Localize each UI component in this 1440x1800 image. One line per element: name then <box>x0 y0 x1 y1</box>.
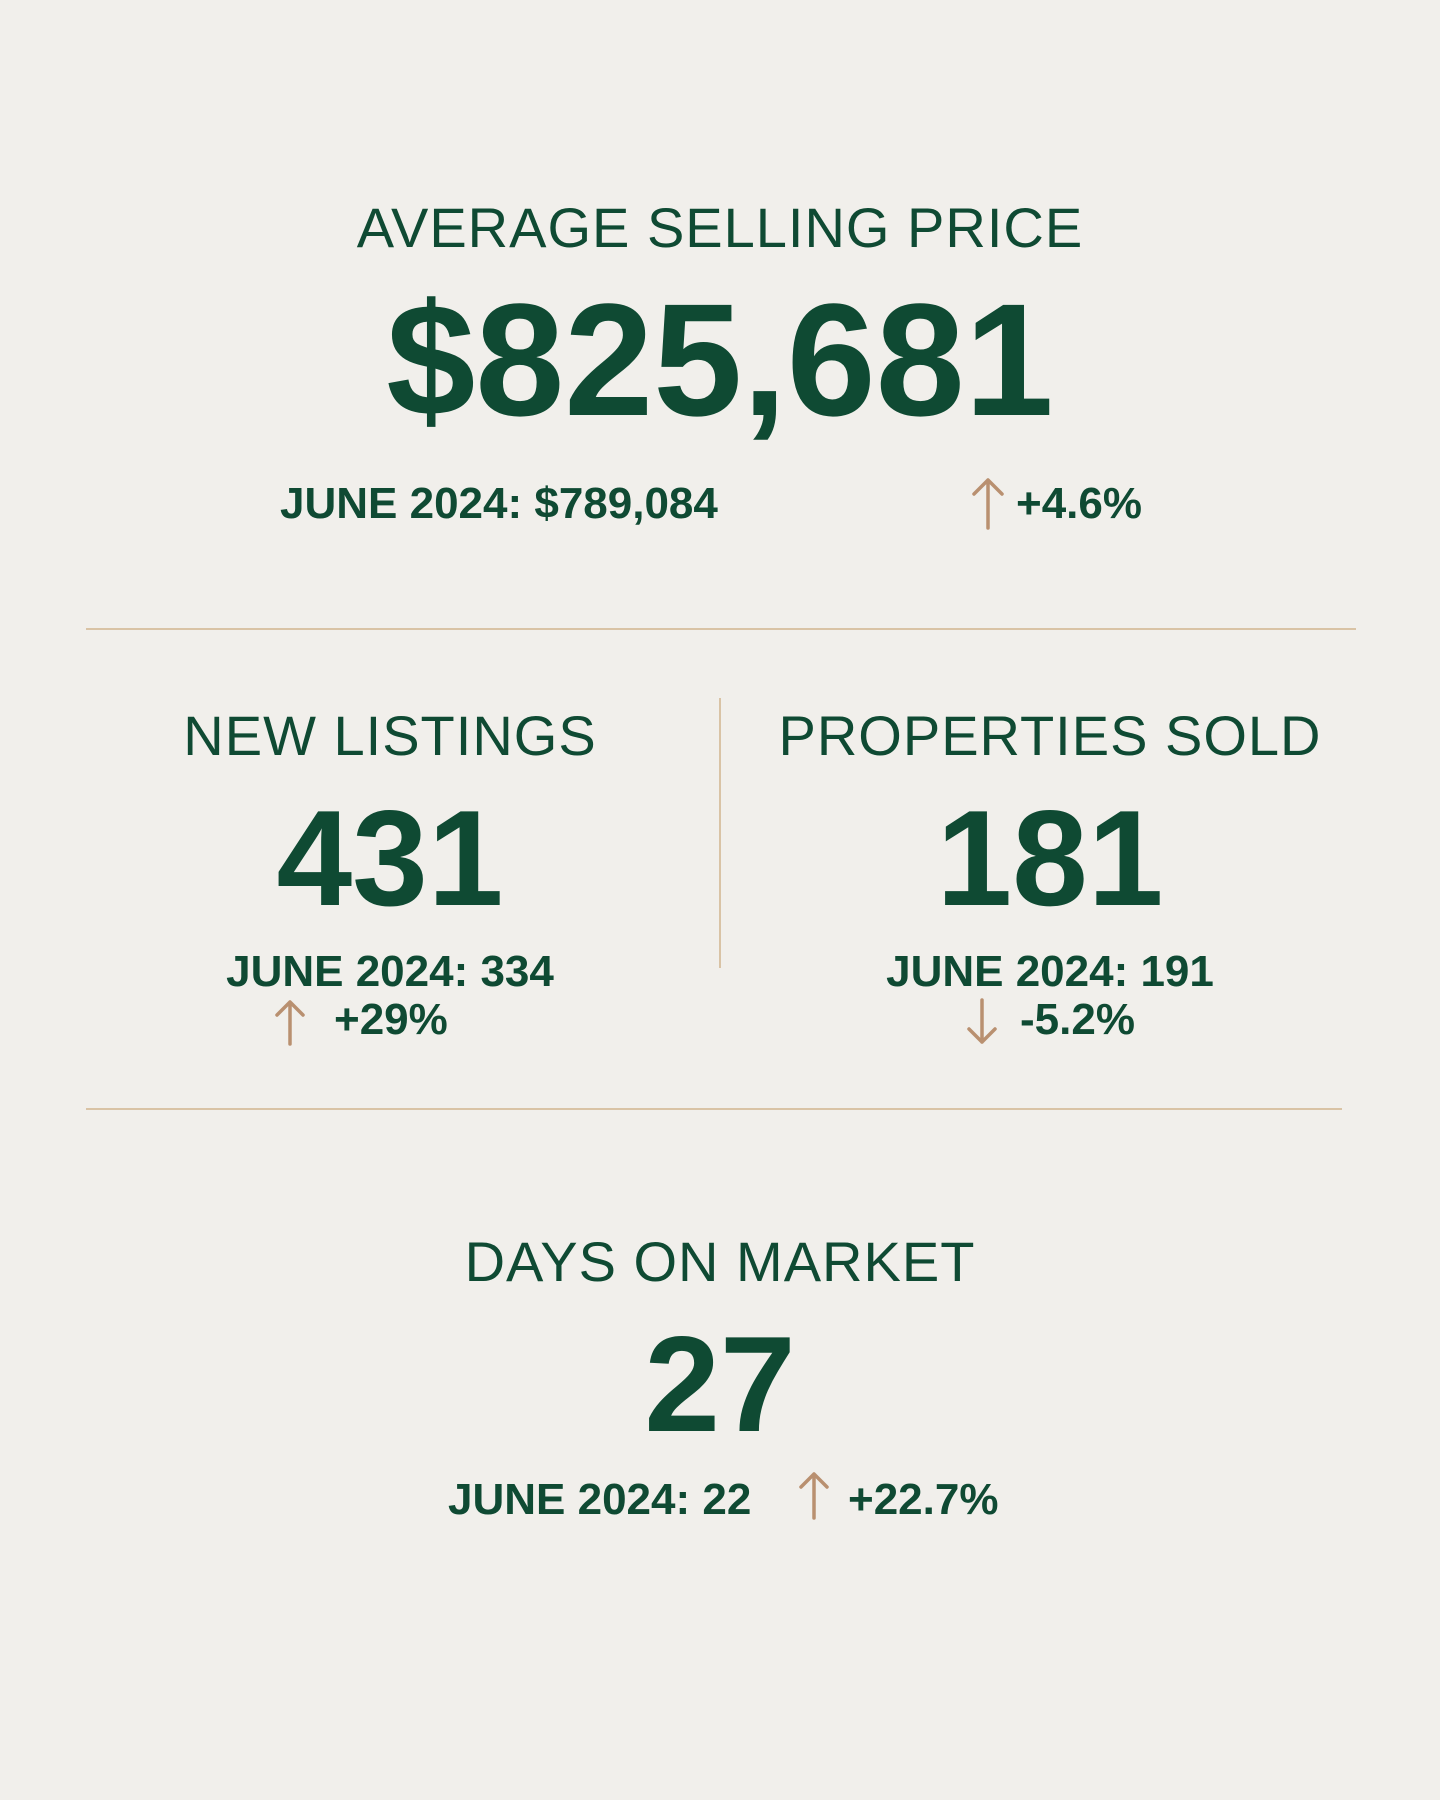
column-divider <box>719 698 721 968</box>
days-on-market-label: DAYS ON MARKET <box>464 1230 976 1293</box>
days-on-market-value: 27 <box>644 1308 796 1460</box>
new-listings-comparison: JUNE 2024: 334 <box>226 947 554 996</box>
new-listings-value: 431 <box>276 782 504 934</box>
properties-sold-comparison: JUNE 2024: 191 <box>886 947 1214 996</box>
properties-sold-label: PROPERTIES SOLD <box>778 704 1322 767</box>
days-on-market-comparison: JUNE 2024: 22 <box>448 1475 752 1524</box>
days-on-market-change: +22.7% <box>848 1475 999 1524</box>
properties-sold-change: -5.2% <box>1020 995 1135 1044</box>
section-divider-top <box>86 628 1356 630</box>
average-selling-price-label: AVERAGE SELLING PRICE <box>356 196 1084 259</box>
average-selling-price-value: $825,681 <box>386 270 1054 449</box>
arrow-up-icon <box>970 476 1006 530</box>
arrow-up-icon <box>272 998 308 1046</box>
section-divider-bottom <box>86 1108 1342 1110</box>
new-listings-change: +29% <box>334 995 448 1044</box>
new-listings-label: NEW LISTINGS <box>183 704 597 767</box>
arrow-up-icon <box>796 1470 832 1520</box>
arrow-down-icon <box>964 998 1000 1046</box>
properties-sold-value: 181 <box>936 782 1164 934</box>
average-selling-price-change: +4.6% <box>1016 479 1142 528</box>
average-selling-price-comparison: JUNE 2024: $789,084 <box>280 479 718 528</box>
